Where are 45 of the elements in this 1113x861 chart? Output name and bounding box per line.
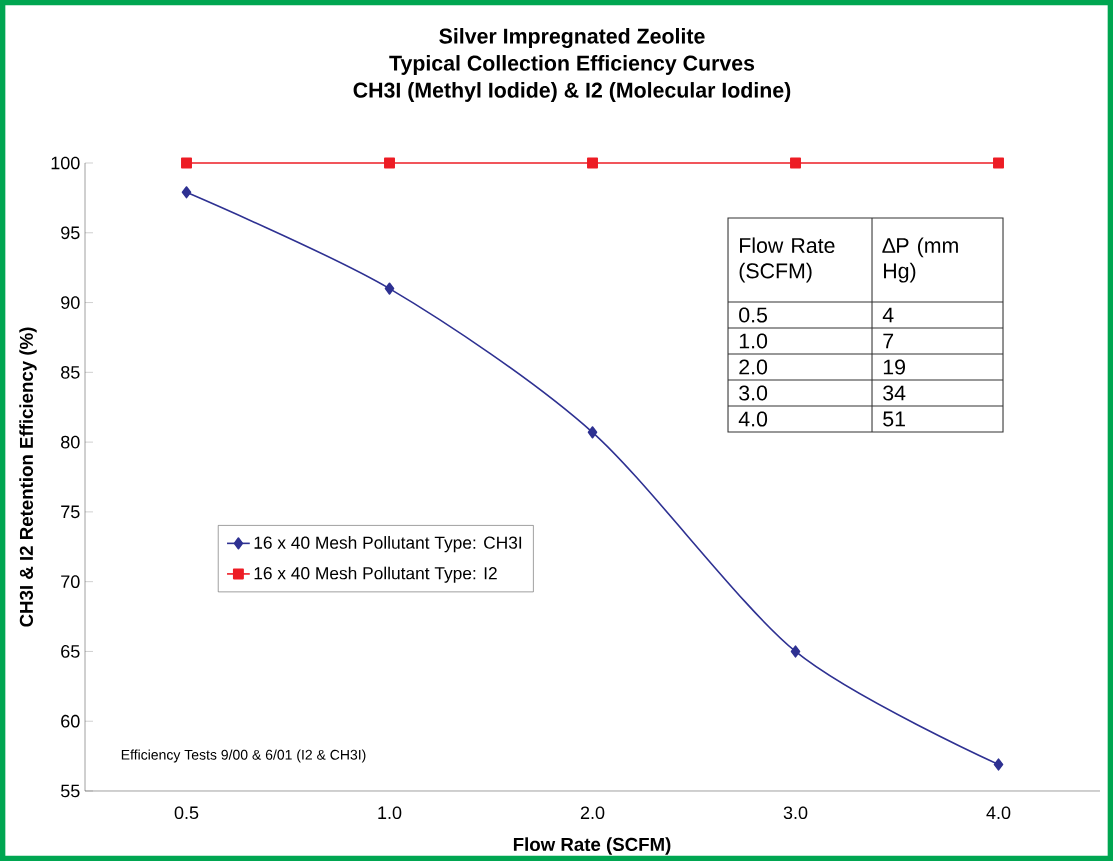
y-tick-label: 100: [51, 156, 80, 170]
annotation: 3.0: [739, 385, 768, 401]
y-tick-label: 80: [61, 435, 80, 449]
annotation: 34: [883, 385, 906, 401]
point: [993, 157, 1004, 169]
y-tick-label: 60: [61, 714, 80, 728]
y-tick-label: 90: [61, 296, 80, 309]
point: [181, 186, 192, 199]
y-tick-label: 55: [60, 784, 80, 798]
point: [587, 426, 598, 439]
annotation: 4: [882, 307, 894, 323]
x-tick-label: 3.0: [783, 806, 808, 820]
chart-subtitle: Typical Collection Efficiency Curves: [389, 55, 755, 75]
annotation: 1.0: [739, 333, 768, 349]
y-tick-label: 65: [61, 645, 80, 658]
point: [790, 645, 801, 658]
annotation: 2.0: [739, 359, 768, 375]
annotation: 0.5: [739, 307, 768, 323]
annotation: Flow Rate (SCFM): [739, 237, 835, 283]
text: CH3I (Methyl Iodide) & I2 (Molecular Iodine): [353, 82, 791, 102]
x-tick-label: 4.0: [986, 806, 1011, 820]
y-tick-label: 85: [61, 365, 80, 379]
annotation: Efficiency Tests 9/00 & 6/01 (I2 & CH3I): [121, 749, 366, 763]
legend-label: 16 x 40 Mesh Pollutant Type: I2: [254, 566, 497, 583]
legend-label: 16 x 40 Mesh Pollutant Type: CH3I: [254, 536, 522, 553]
point: [384, 157, 395, 169]
point: [587, 157, 598, 169]
x-axis-title: Flow Rate (SCFM): [513, 837, 671, 855]
point: [384, 282, 395, 295]
y-tick-label: 95: [61, 226, 80, 240]
annotation: ∆P (mm Hg): [882, 237, 958, 283]
annotation: 4.0: [738, 411, 768, 427]
y-tick-label: 70: [61, 575, 80, 589]
y-axis-title: CH3I & I2 Retention Efficiency (%): [19, 327, 37, 627]
annotation: 51: [883, 411, 905, 427]
chart-title: Silver Impregnated Zeolite: [439, 28, 705, 48]
x-tick-label: 2.0: [580, 806, 605, 820]
y-tick-label: 75: [61, 505, 80, 519]
annotation: 7: [883, 333, 894, 349]
point: [993, 758, 1004, 771]
x-tick-label: 1.0: [378, 806, 402, 820]
annotation: 19: [883, 359, 905, 375]
point: [790, 157, 801, 169]
point: [181, 157, 192, 169]
x-tick-label: 0.5: [174, 806, 199, 820]
